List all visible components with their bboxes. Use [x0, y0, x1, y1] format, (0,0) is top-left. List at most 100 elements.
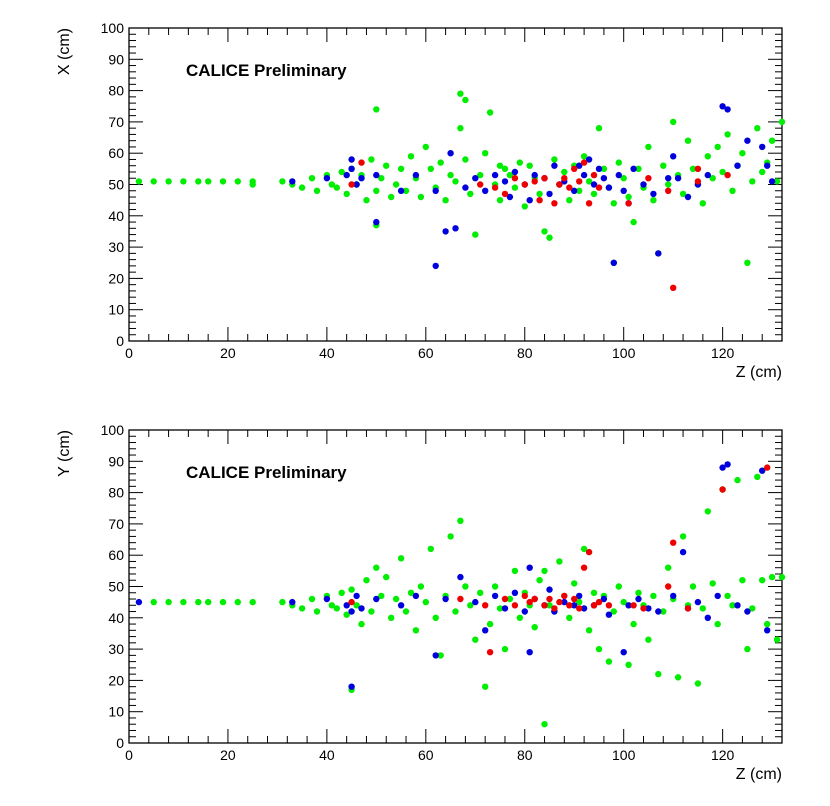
blue-hit-point	[348, 156, 355, 163]
red-hit-point	[556, 598, 563, 606]
green-hit-point	[660, 162, 667, 169]
green-hit-point	[645, 636, 652, 643]
green-hit-point	[234, 178, 241, 185]
green-hit-point	[496, 605, 504, 612]
green-hit-point	[165, 598, 172, 606]
blue-hit-point	[655, 250, 662, 257]
y-tick-label: 0	[116, 735, 124, 751]
blue-hit-point	[625, 602, 632, 609]
green-hit-point	[768, 137, 776, 144]
y-tick-label: 100	[101, 422, 125, 438]
blue-hit-point	[397, 602, 405, 609]
green-hit-point	[397, 555, 405, 562]
blue-hit-point	[135, 598, 143, 606]
top-preliminary-label: CALICE Preliminary	[186, 61, 347, 80]
blue-hit-point	[734, 162, 741, 169]
y-tick-label: 90	[108, 453, 124, 469]
green-hit-point	[373, 106, 380, 113]
green-hit-point	[407, 589, 415, 596]
red-hit-point	[477, 181, 484, 188]
blue-hit-point	[432, 187, 439, 194]
blue-hit-point	[630, 165, 637, 172]
red-hit-point	[684, 605, 692, 612]
red-hit-point	[511, 602, 519, 609]
green-hit-point	[536, 577, 543, 584]
y-tick-label: 50	[108, 177, 124, 193]
blue-hit-point	[764, 162, 771, 169]
blue-hit-point	[506, 193, 514, 201]
blue-hit-point	[719, 103, 726, 110]
red-hit-point	[551, 200, 558, 207]
green-hit-point	[620, 175, 627, 182]
red-hit-point	[546, 595, 553, 603]
x-tick-label: 120	[711, 345, 735, 361]
blue-hit-point	[501, 178, 509, 185]
green-hit-point	[437, 652, 444, 659]
red-hit-point	[630, 602, 637, 609]
green-hit-point	[501, 645, 509, 653]
green-hit-point	[511, 184, 519, 191]
y-tick-label: 30	[108, 641, 124, 657]
y-tick-label: 60	[108, 547, 124, 563]
blue-hit-point	[353, 592, 360, 600]
green-hit-point	[739, 577, 746, 584]
green-hit-point	[373, 564, 380, 571]
red-hit-point	[566, 184, 573, 191]
y-tick-label: 40	[108, 208, 124, 224]
green-hit-point	[417, 583, 425, 590]
bottom-xtick-labels: 0 20 40 60 80 100 120	[125, 747, 734, 763]
green-hit-point	[363, 577, 370, 584]
green-hit-point	[724, 131, 731, 138]
x-tick-label: 40	[319, 747, 335, 763]
green-hit-point	[665, 564, 672, 571]
green-hit-point	[556, 558, 563, 565]
green-hit-point	[378, 592, 385, 600]
blue-hit-point	[684, 193, 692, 201]
blue-hit-point	[447, 150, 454, 157]
blue-hit-point	[605, 184, 613, 191]
green-hit-point	[338, 589, 345, 596]
green-hit-point	[333, 184, 340, 191]
green-hit-point	[412, 627, 420, 634]
blue-hit-point	[670, 592, 677, 600]
red-hit-point	[585, 200, 593, 207]
green-hit-point	[180, 598, 187, 606]
red-hit-point	[358, 159, 365, 166]
green-hit-point	[402, 608, 410, 615]
green-hit-point	[383, 162, 390, 169]
green-hit-point	[551, 156, 558, 163]
blue-hit-point	[323, 175, 331, 182]
red-hit-point	[511, 175, 519, 182]
blue-hit-point	[724, 106, 731, 113]
green-hit-point	[679, 533, 687, 540]
bottom-y-axis-label: Y (cm)	[56, 430, 73, 477]
x-tick-label: 0	[125, 345, 133, 361]
red-hit-point	[521, 181, 528, 188]
blue-hit-point	[580, 171, 588, 179]
red-hit-point	[580, 564, 588, 571]
green-hit-point	[541, 228, 548, 235]
green-hit-point	[526, 162, 533, 169]
green-hit-point	[689, 165, 697, 172]
red-hit-point	[694, 178, 702, 185]
green-hit-point	[205, 178, 212, 185]
green-hit-point	[422, 598, 429, 606]
blue-hit-point	[452, 225, 459, 232]
green-hit-point	[343, 611, 350, 618]
x-tick-label: 0	[125, 747, 133, 763]
green-hit-point	[590, 589, 598, 596]
blue-hit-point	[635, 595, 642, 603]
green-hit-point	[165, 178, 172, 185]
blue-hit-point	[655, 608, 662, 615]
green-hit-point	[566, 197, 573, 204]
y-tick-label: 50	[108, 579, 124, 595]
blue-hit-point	[373, 218, 380, 226]
blue-hit-point	[674, 175, 682, 182]
x-tick-label: 80	[517, 345, 533, 361]
blue-hit-point	[397, 187, 405, 194]
red-hit-point	[625, 200, 632, 207]
green-hit-point	[531, 624, 538, 631]
blue-hit-point	[714, 592, 721, 600]
green-hit-point	[754, 473, 761, 481]
y-tick-label: 60	[108, 145, 124, 161]
